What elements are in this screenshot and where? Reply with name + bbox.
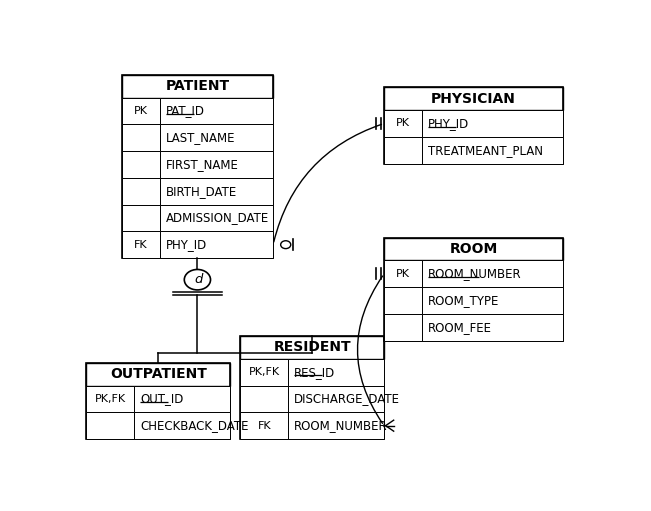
Bar (240, 359, 288, 385)
Bar (87, 412, 134, 439)
Text: ROOM_TYPE: ROOM_TYPE (428, 294, 499, 307)
Text: ROOM: ROOM (450, 242, 498, 256)
Text: ROOM_NUMBER: ROOM_NUMBER (428, 267, 521, 281)
Bar (422, 137, 563, 164)
Bar (159, 124, 273, 151)
Bar (122, 151, 159, 178)
Bar (122, 124, 159, 151)
Text: TREATMEANT_PLAN: TREATMEANT_PLAN (428, 144, 543, 157)
Bar (422, 287, 563, 314)
Text: PATIENT: PATIENT (165, 79, 230, 93)
Text: PHYSICIAN: PHYSICIAN (431, 91, 516, 106)
Bar (159, 178, 273, 204)
Bar (159, 204, 273, 231)
Bar (240, 336, 384, 439)
Bar (288, 385, 384, 412)
Text: OUT_ID: OUT_ID (141, 392, 184, 405)
Bar (240, 336, 384, 359)
Bar (87, 385, 134, 412)
Bar (122, 98, 159, 124)
Bar (240, 385, 288, 412)
Text: OUTPATIENT: OUTPATIENT (110, 367, 207, 381)
Bar (122, 178, 159, 204)
Bar (122, 75, 273, 258)
Bar (159, 231, 273, 258)
Text: PK: PK (396, 269, 410, 279)
Bar (422, 110, 563, 137)
Bar (384, 87, 563, 110)
Text: PK,FK: PK,FK (95, 394, 126, 404)
Bar (384, 314, 422, 341)
Bar (159, 151, 273, 178)
Bar (288, 359, 384, 385)
Bar (384, 238, 563, 261)
Bar (87, 363, 230, 385)
Text: RES_ID: RES_ID (294, 366, 335, 379)
Text: ROOM_FEE: ROOM_FEE (428, 321, 492, 334)
Bar (384, 87, 563, 164)
Text: PHY_ID: PHY_ID (428, 117, 469, 130)
Text: PK,FK: PK,FK (249, 367, 280, 377)
Bar (134, 412, 230, 439)
Bar (122, 75, 273, 98)
Text: LAST_NAME: LAST_NAME (165, 131, 235, 144)
Text: RESIDENT: RESIDENT (273, 340, 351, 354)
Bar (240, 412, 288, 439)
Bar (422, 314, 563, 341)
Bar (422, 261, 563, 287)
Bar (159, 98, 273, 124)
Bar (288, 412, 384, 439)
Text: BIRTH_DATE: BIRTH_DATE (165, 184, 237, 198)
Bar (87, 363, 230, 439)
Text: ADMISSION_DATE: ADMISSION_DATE (165, 212, 269, 224)
Text: d: d (194, 273, 202, 286)
Bar (384, 238, 563, 341)
Bar (384, 137, 422, 164)
Text: FIRST_NAME: FIRST_NAME (165, 158, 238, 171)
Text: PK: PK (133, 106, 148, 116)
Bar (384, 287, 422, 314)
Text: PAT_ID: PAT_ID (165, 104, 204, 118)
Text: PHY_ID: PHY_ID (165, 238, 207, 251)
Bar (122, 231, 159, 258)
Bar (134, 385, 230, 412)
Bar (384, 110, 422, 137)
Text: ROOM_NUMBER: ROOM_NUMBER (294, 419, 388, 432)
Text: PK: PK (396, 119, 410, 128)
Text: FK: FK (257, 421, 271, 431)
Bar (384, 261, 422, 287)
Text: CHECKBACK_DATE: CHECKBACK_DATE (141, 419, 249, 432)
Bar (122, 204, 159, 231)
Text: FK: FK (134, 240, 148, 250)
Text: DISCHARGE_DATE: DISCHARGE_DATE (294, 392, 400, 405)
